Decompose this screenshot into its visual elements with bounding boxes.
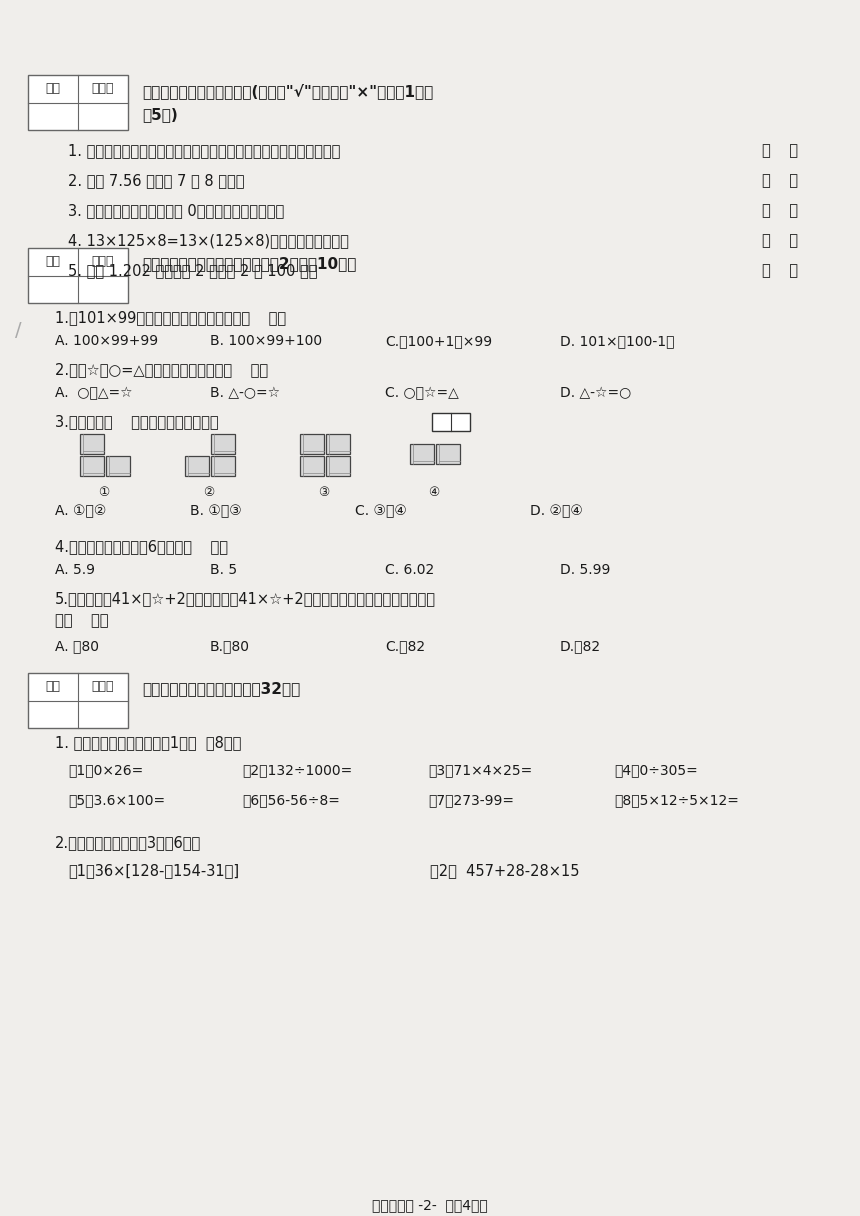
Text: 评卷人: 评卷人: [92, 255, 114, 269]
Text: （3）71×4×25=: （3）71×4×25=: [428, 762, 532, 777]
Text: （1）36×[128-（154-31）]: （1）36×[128-（154-31）]: [68, 863, 239, 878]
Text: 得分: 得分: [46, 255, 60, 269]
Bar: [106, 456, 130, 475]
Text: 2.脱式计算。（每小题3分，6分）: 2.脱式计算。（每小题3分，6分）: [55, 835, 201, 850]
Text: （6）56-56÷8=: （6）56-56÷8=: [242, 793, 340, 807]
Text: （    ）: （ ）: [762, 203, 798, 218]
Text: 得分: 得分: [46, 680, 60, 693]
Text: 共5分): 共5分): [142, 107, 178, 122]
Bar: [326, 456, 350, 475]
Text: （1）0×26=: （1）0×26=: [68, 762, 144, 777]
Text: 1. 从不同位置观察同一个物体，看到的形状可能相同，也可能不同。: 1. 从不同位置观察同一个物体，看到的形状可能相同，也可能不同。: [68, 143, 341, 158]
Bar: [432, 413, 470, 430]
Text: 2.已知☆＋○=△，下面算式错误的是（    ）。: 2.已知☆＋○=△，下面算式错误的是（ ）。: [55, 362, 268, 377]
Text: 评卷人: 评卷人: [92, 83, 114, 95]
Bar: [300, 434, 324, 454]
Text: B. 5: B. 5: [210, 563, 237, 578]
Text: （    ）: （ ）: [762, 263, 798, 278]
Bar: [326, 434, 350, 454]
Text: D. ②和④: D. ②和④: [530, 503, 583, 518]
Text: 4.下面各数中，最接近6的数是（    ）。: 4.下面各数中，最接近6的数是（ ）。: [55, 539, 228, 554]
Text: （8）5×12÷5×12=: （8）5×12÷5×12=: [614, 793, 739, 807]
Bar: [436, 444, 460, 465]
Text: 四年级数学 -2-  （共4页）: 四年级数学 -2- （共4页）: [372, 1198, 488, 1212]
Text: C.（100+1）×99: C.（100+1）×99: [385, 334, 492, 348]
Text: （    ）: （ ）: [762, 143, 798, 158]
Bar: [211, 434, 235, 454]
Text: B. ①和③: B. ①和③: [190, 503, 242, 518]
Text: ③: ③: [318, 485, 329, 499]
Text: （2）132÷1000=: （2）132÷1000=: [242, 762, 353, 777]
Text: D.多82: D.多82: [560, 638, 601, 653]
Text: ④: ④: [428, 485, 439, 499]
Bar: [410, 444, 434, 465]
Text: 1.与101×99的计算结果不相等的算式是（    ）。: 1.与101×99的计算结果不相等的算式是（ ）。: [55, 310, 286, 325]
Text: D. 101×（100-1）: D. 101×（100-1）: [560, 334, 674, 348]
Text: B.多80: B.多80: [210, 638, 250, 653]
Bar: [28, 672, 128, 728]
Text: ②: ②: [203, 485, 215, 499]
Bar: [211, 456, 235, 475]
Text: C.少82: C.少82: [385, 638, 425, 653]
Text: 评卷人: 评卷人: [92, 680, 114, 693]
Text: （7）273-99=: （7）273-99=: [428, 793, 514, 807]
Text: C. 6.02: C. 6.02: [385, 563, 434, 578]
Text: 2. 小数 7.56 在整数 7 和 8 之间。: 2. 小数 7.56 在整数 7 和 8 之间。: [68, 173, 244, 188]
Text: ①: ①: [98, 485, 109, 499]
Text: 二、仔细推敲，准确判断。(对的画"√"，错的画"×"每小题1分，: 二、仔细推敲，准确判断。(对的画"√"，错的画"×"每小题1分，: [142, 83, 433, 98]
Bar: [28, 248, 128, 303]
Text: 4. 13×125×8=13×(125×8)运用了乘法分配律。: 4. 13×125×8=13×(125×8)运用了乘法分配律。: [68, 233, 349, 248]
Text: A. ①和②: A. ①和②: [55, 503, 107, 518]
Text: C. ○＋☆=△: C. ○＋☆=△: [385, 385, 458, 400]
Text: B. △-○=☆: B. △-○=☆: [210, 385, 280, 400]
Text: 5.聯聯在计算41×（☆+2）时，错算成41×☆+2，这样计算的结果与正确的结果相: 5.聯聯在计算41×（☆+2）时，错算成41×☆+2，这样计算的结果与正确的结果…: [55, 591, 436, 606]
Text: 1. 直接写出得数。（每小题1分，  兲8分）: 1. 直接写出得数。（每小题1分， 兲8分）: [55, 734, 242, 750]
Text: 5. 小数 1.202 中左边的 2 是右边 2 的 100 倍。: 5. 小数 1.202 中左边的 2 是右边 2 的 100 倍。: [68, 263, 317, 278]
Text: A. 100×99+99: A. 100×99+99: [55, 334, 158, 348]
Bar: [300, 456, 324, 475]
Text: 3. 在一个数的末尾添上两个 0，这个数的大小不变。: 3. 在一个数的末尾添上两个 0，这个数的大小不变。: [68, 203, 285, 218]
Bar: [80, 456, 104, 475]
Text: （2）  457+28-28×15: （2） 457+28-28×15: [430, 863, 580, 878]
Bar: [28, 75, 128, 130]
Bar: [80, 434, 104, 454]
Text: 得分: 得分: [46, 83, 60, 95]
Text: 三、反复比较，慎重选择（每小题2分，共10分）: 三、反复比较，慎重选择（每小题2分，共10分）: [142, 257, 356, 271]
Bar: [185, 456, 209, 475]
Text: （    ）: （ ）: [762, 173, 798, 188]
Text: D. △-☆=○: D. △-☆=○: [560, 385, 631, 400]
Text: D. 5.99: D. 5.99: [560, 563, 611, 578]
Text: B. 100×99+100: B. 100×99+100: [210, 334, 322, 348]
Text: （4）0÷305=: （4）0÷305=: [614, 762, 697, 777]
Text: 比（    ）。: 比（ ）。: [55, 613, 108, 627]
Text: A. 5.9: A. 5.9: [55, 563, 95, 578]
Text: /: /: [15, 321, 22, 339]
Text: A. 少80: A. 少80: [55, 638, 99, 653]
Text: A.  ○＋△=☆: A. ○＋△=☆: [55, 385, 132, 400]
Text: 四、认真审题，细心计算。（32分）: 四、认真审题，细心计算。（32分）: [142, 681, 300, 696]
Text: 3.下面物体（    ）从左面看到的形状是: 3.下面物体（ ）从左面看到的形状是: [55, 413, 218, 429]
Text: （    ）: （ ）: [762, 233, 798, 248]
Text: C. ③和④: C. ③和④: [355, 503, 407, 518]
Text: （5）3.6×100=: （5）3.6×100=: [68, 793, 165, 807]
